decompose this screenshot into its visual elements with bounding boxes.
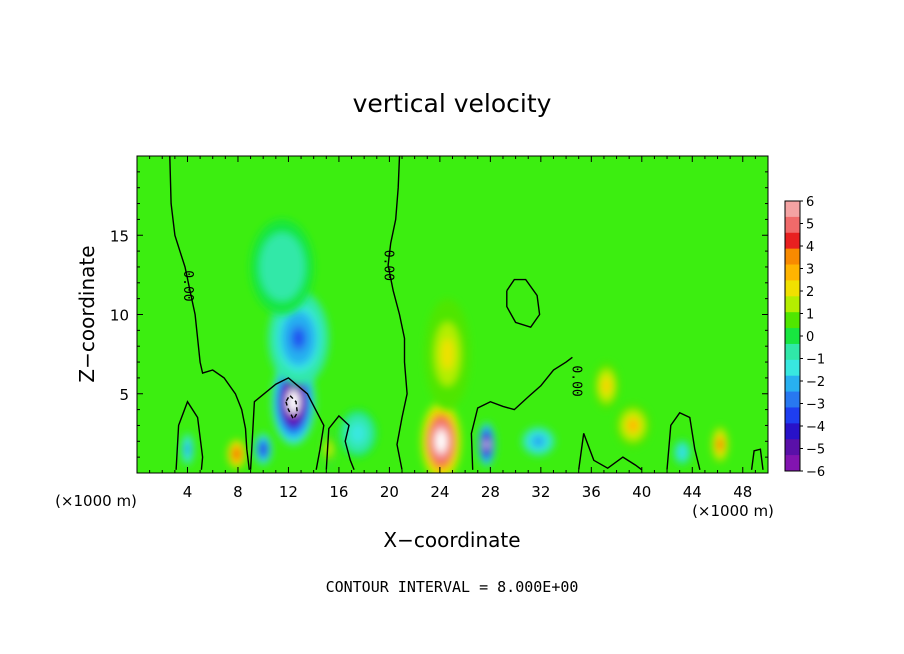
field-feature-updraft <box>711 425 729 464</box>
contour-line <box>506 278 541 329</box>
y-axis-label: Z−coordinate <box>75 245 99 382</box>
field-feature-downdraft <box>181 433 194 466</box>
chart-title: vertical velocity <box>353 89 552 118</box>
field-feature-updraft <box>424 298 471 410</box>
colorbar-swatch <box>785 280 800 297</box>
contour-line <box>169 156 250 470</box>
x-axis-ticks: 4 8 12 16 20 24 28 32 36 40 44 48 <box>149 156 756 501</box>
x-tick-label: 36 <box>582 483 601 501</box>
colorbar-swatch <box>785 439 800 456</box>
field-feature-downdraft <box>250 219 314 315</box>
x-unit-label-right: (×1000 m) <box>692 502 774 520</box>
contour-labels: 0.00 0.00 0.00 <box>180 250 584 397</box>
contour-label: 0.00 <box>569 365 584 396</box>
y-axis-ticks: 5 10 15 <box>110 171 768 458</box>
x-tick-label: 8 <box>233 483 243 501</box>
colorbar-swatch <box>785 264 800 281</box>
field-feature-updraft <box>615 403 651 448</box>
contour-line <box>470 356 573 470</box>
colorbar-swatch <box>785 343 800 361</box>
colorbar-label: −2 <box>806 375 825 390</box>
x-tick-label: 4 <box>183 483 193 501</box>
field-feature-downdraft <box>268 290 329 386</box>
y-tick-label: 5 <box>119 386 129 404</box>
x-tick-label: 12 <box>279 483 298 501</box>
colorbar-label: 2 <box>806 285 814 300</box>
x-tick-label: 16 <box>329 483 348 501</box>
colorbar-swatch <box>785 375 800 393</box>
field-feature-downdraft <box>673 439 692 466</box>
colorbar-label: 6 <box>806 195 814 210</box>
contour-label: 0.00 <box>381 250 396 281</box>
colorbar-swatch <box>785 232 800 250</box>
contour-line <box>249 377 325 470</box>
colorbar-swatch <box>785 328 800 345</box>
contour-line <box>285 394 299 421</box>
colorbar-label: 0 <box>806 330 814 345</box>
x-tick-label: 40 <box>632 483 651 501</box>
contour-line <box>666 411 701 470</box>
x-tick-label: 48 <box>733 483 752 501</box>
x-tick-label: 24 <box>430 483 449 501</box>
colorbar-label: 3 <box>806 263 814 278</box>
x-axis-label: X−coordinate <box>383 528 520 552</box>
zero-contours <box>169 156 764 471</box>
contour-line <box>387 156 408 470</box>
colorbar-swatch <box>785 391 800 408</box>
plot-area: 0.00 0.00 0.00 <box>136 155 769 474</box>
colorbar-swatch <box>785 423 800 440</box>
contour-line <box>325 414 355 471</box>
contour-line <box>578 433 643 471</box>
field-feature-updraft <box>226 438 247 470</box>
x-tick-label: 32 <box>531 483 550 501</box>
colorbar-label: 4 <box>806 240 814 255</box>
colorbar-swatch <box>785 201 800 218</box>
colorbar-label: −3 <box>806 398 825 413</box>
x-tick-label: 20 <box>380 483 399 501</box>
velocity-field <box>181 219 729 473</box>
contour-line <box>750 448 764 470</box>
colorbar-label: 1 <box>806 308 814 323</box>
colorbar-label: 5 <box>806 218 814 233</box>
colorbar-label: −6 <box>806 465 825 480</box>
x-tick-label: 28 <box>481 483 500 501</box>
field-feature-downdraft <box>272 358 315 445</box>
colorbar-label: −1 <box>806 353 825 368</box>
contour-line <box>175 400 204 470</box>
colorbar-label: −5 <box>806 443 825 458</box>
x-tick-label: 44 <box>683 483 702 501</box>
y-tick-label: 15 <box>110 227 129 245</box>
field-feature-downdraft <box>521 427 555 456</box>
colorbar-swatch <box>785 359 800 377</box>
colorbar: 6 5 4 3 2 1 0 −1 −2 −3 −4 −5 −6 <box>784 195 825 480</box>
colorbar-swatch <box>785 407 800 424</box>
colorbar-swatch <box>785 216 800 234</box>
contour-label: 0.00 <box>180 270 195 301</box>
colorbar-swatch <box>785 312 800 329</box>
field-feature-downdraft <box>477 422 496 467</box>
x-unit-label-left: (×1000 m) <box>55 492 137 510</box>
colorbar-swatch <box>785 248 800 266</box>
field-feature-downdraft <box>254 433 273 466</box>
contour-interval-note: CONTOUR INTERVAL = 8.000E+00 <box>326 578 579 596</box>
field-feature-downdraft <box>338 409 377 458</box>
field-feature-updraft <box>420 401 462 473</box>
colorbar-swatch <box>785 455 800 472</box>
colorbar-label: −4 <box>806 420 825 435</box>
colorbar-swatch <box>785 296 800 313</box>
field-feature-updraft <box>593 362 620 410</box>
y-tick-label: 10 <box>110 307 129 325</box>
